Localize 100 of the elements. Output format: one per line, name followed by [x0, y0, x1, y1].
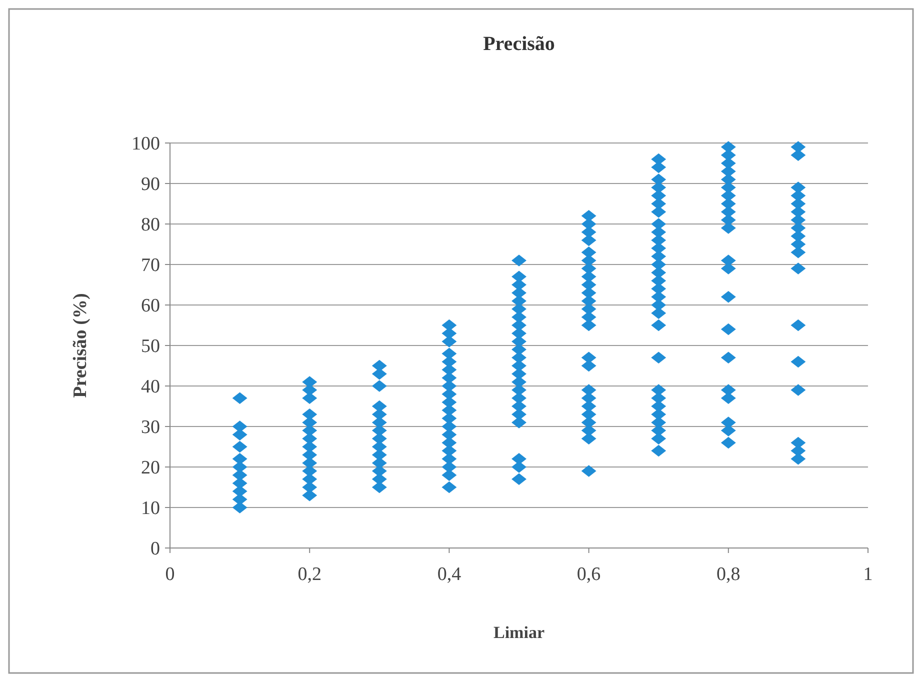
point	[512, 360, 526, 372]
point	[512, 344, 526, 356]
point	[651, 299, 666, 311]
point	[442, 336, 457, 348]
point	[720, 149, 736, 162]
point	[512, 278, 526, 291]
point	[372, 440, 387, 453]
point	[720, 198, 736, 210]
point	[581, 400, 596, 412]
point	[581, 303, 596, 315]
point	[720, 262, 736, 274]
point	[581, 319, 596, 332]
y-tick-label: 40	[141, 376, 160, 398]
point	[512, 461, 526, 473]
point	[651, 352, 666, 364]
point	[720, 190, 736, 202]
point	[651, 444, 666, 457]
point	[651, 161, 666, 174]
point	[720, 392, 736, 404]
point	[651, 190, 666, 202]
point	[442, 348, 457, 360]
point	[790, 444, 806, 457]
point	[372, 473, 387, 486]
point	[651, 234, 666, 246]
point	[232, 392, 248, 404]
point	[720, 157, 736, 170]
point	[651, 258, 666, 270]
point	[720, 384, 736, 396]
point	[651, 206, 666, 218]
point	[790, 230, 806, 242]
point	[581, 384, 596, 396]
point	[790, 149, 806, 162]
y-tick-label: 90	[141, 174, 160, 196]
point	[790, 198, 806, 210]
point	[512, 400, 526, 412]
y-tick-label: 30	[141, 417, 160, 438]
point	[651, 432, 666, 445]
point	[442, 436, 457, 449]
x-tick-label: 0,8	[716, 564, 740, 585]
point	[720, 222, 736, 234]
point	[302, 440, 318, 453]
point	[372, 360, 387, 372]
x-axis-title: Limiar	[494, 623, 545, 642]
y-tick-label: 70	[141, 255, 160, 276]
point	[512, 392, 526, 404]
point	[720, 182, 736, 194]
point	[651, 400, 666, 412]
point	[232, 477, 248, 490]
point	[651, 242, 666, 254]
x-tick-label: 0,2	[298, 564, 322, 585]
point	[581, 311, 596, 324]
point	[302, 432, 318, 445]
point	[442, 428, 457, 440]
point	[512, 270, 526, 283]
point	[651, 226, 666, 238]
point	[442, 380, 457, 392]
point	[512, 311, 526, 324]
y-axis-title: Precisão (%)	[70, 293, 91, 398]
y-tick-label: 100	[132, 134, 160, 155]
point	[372, 400, 387, 412]
point	[442, 444, 457, 457]
point	[302, 465, 318, 477]
point	[720, 291, 736, 303]
y-tick-label: 10	[141, 498, 160, 520]
x-tick-label: 1	[863, 564, 873, 585]
point	[512, 254, 526, 266]
point	[442, 396, 457, 408]
point	[372, 465, 387, 477]
point	[790, 238, 806, 250]
point	[512, 319, 526, 332]
point	[302, 392, 318, 404]
point	[442, 388, 457, 400]
point	[651, 153, 666, 166]
point	[442, 420, 457, 432]
point	[442, 356, 457, 368]
point	[581, 270, 596, 283]
point	[790, 356, 806, 368]
point	[790, 182, 806, 194]
point	[790, 319, 806, 332]
y-tick-label: 50	[141, 336, 160, 358]
point	[302, 489, 318, 502]
point	[581, 278, 596, 291]
x-tick-label: 0,6	[576, 564, 601, 585]
point	[790, 190, 806, 202]
point	[372, 380, 387, 392]
point	[651, 319, 666, 332]
point	[720, 323, 736, 336]
point	[651, 182, 666, 194]
point	[302, 424, 318, 436]
point	[790, 436, 806, 449]
point	[790, 453, 806, 465]
point	[372, 424, 387, 436]
point	[372, 368, 387, 380]
point	[651, 384, 666, 396]
point	[232, 469, 248, 481]
point	[302, 384, 318, 396]
point	[442, 469, 457, 481]
point	[302, 473, 318, 486]
point	[651, 392, 666, 404]
chart-title: Precisão	[483, 33, 555, 55]
